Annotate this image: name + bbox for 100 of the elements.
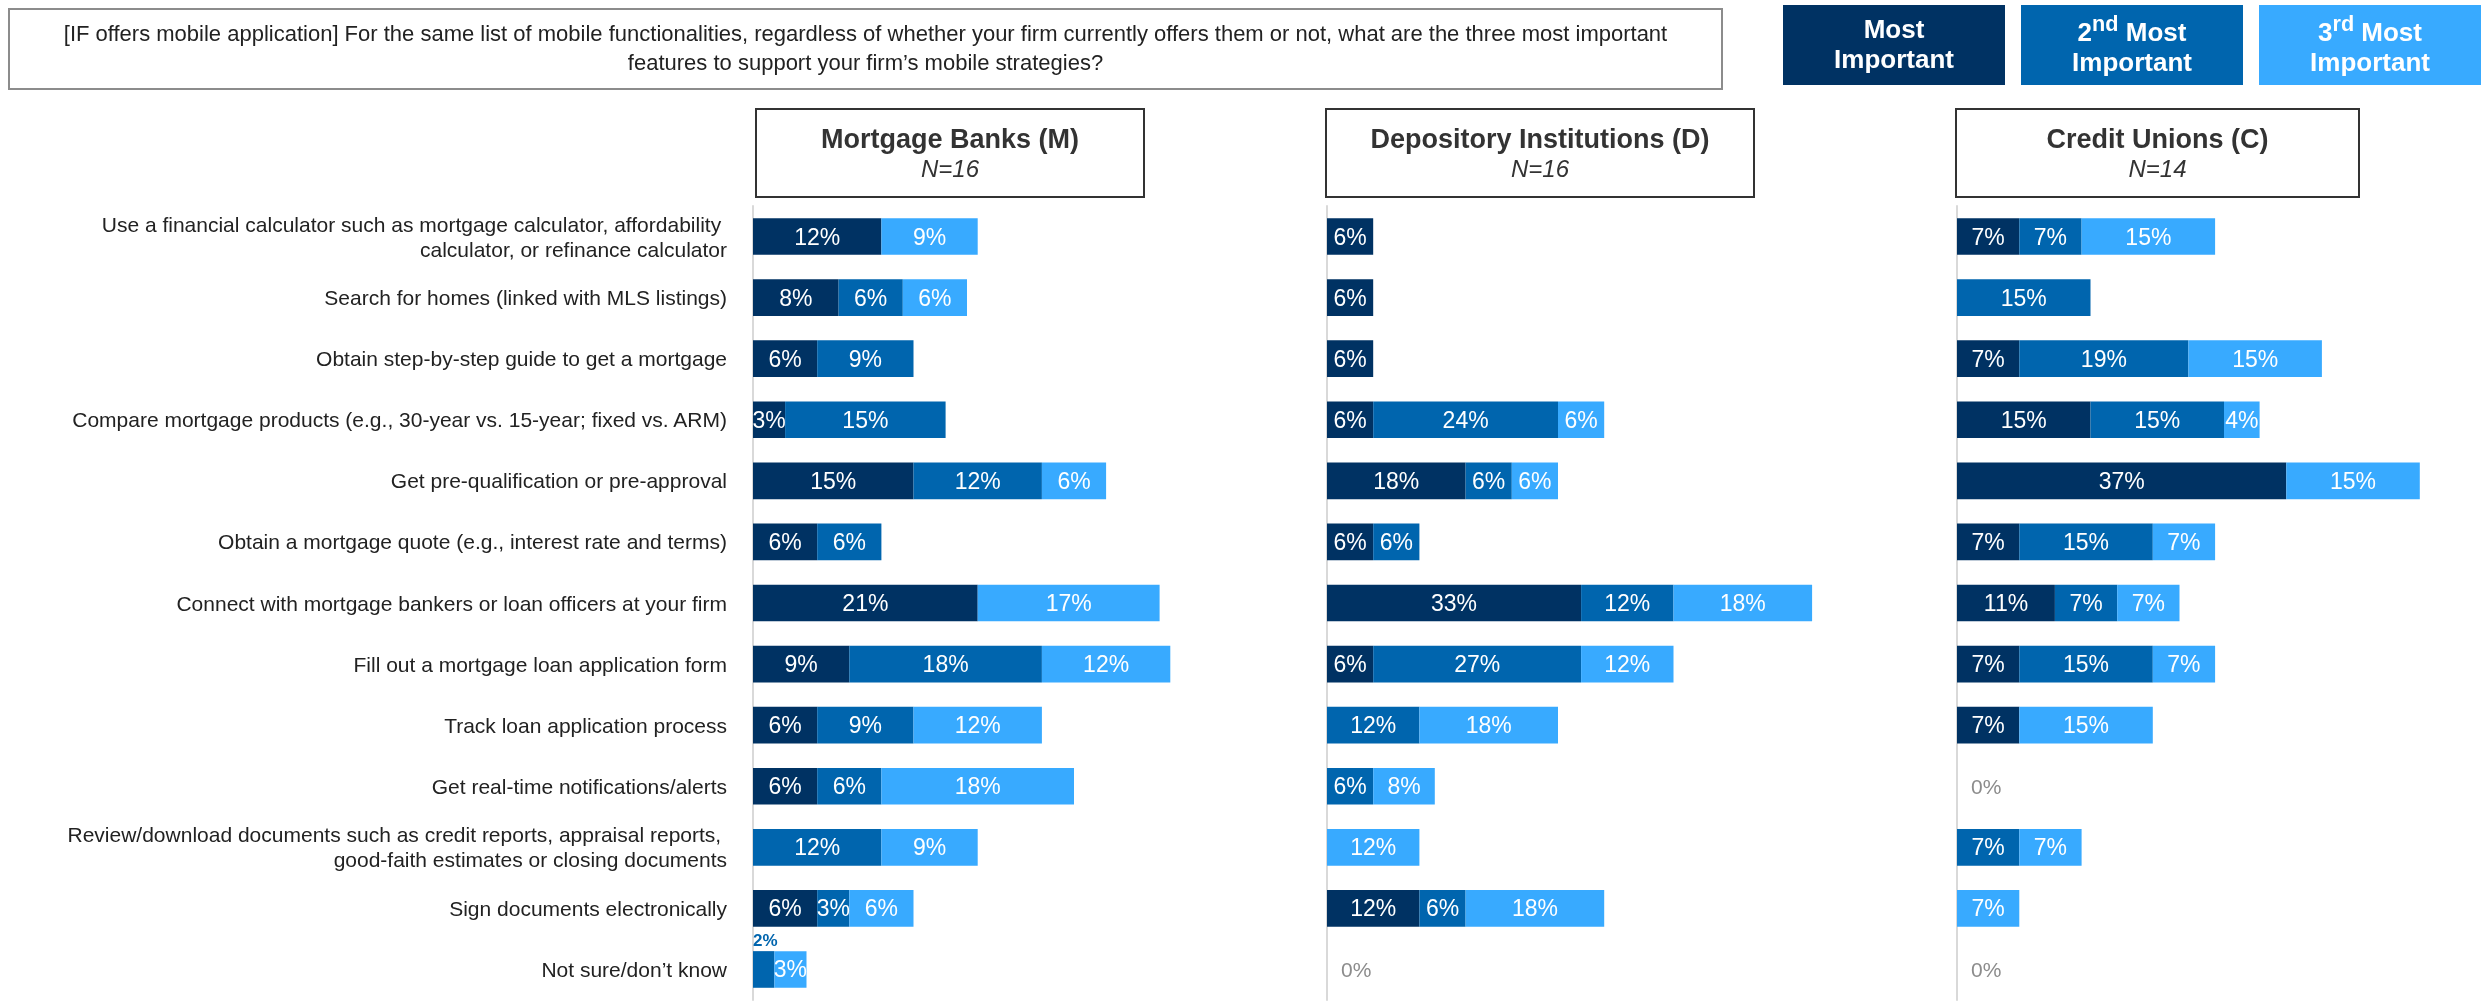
data-label: 6%	[854, 284, 888, 311]
data-label: 6%	[768, 895, 802, 922]
data-label: 12%	[954, 712, 1001, 739]
y-tick-label: Obtain a mortgage quote (e.g., interest rate and terms)	[218, 530, 727, 554]
bar	[2090, 401, 2224, 439]
data-label: 15%	[2232, 345, 2279, 372]
y-tick-label: Connect with mortgage bankers or loan officers at your firm	[176, 591, 727, 615]
data-label: 3%	[773, 956, 808, 983]
data-label: 6%	[1057, 467, 1091, 494]
bar	[753, 279, 839, 316]
data-label: 9%	[848, 345, 882, 372]
data-label: 6%	[1564, 406, 1598, 433]
bar	[1327, 890, 1420, 927]
data-label: 7%	[1971, 834, 2005, 861]
bar	[1373, 401, 1558, 439]
bar	[2019, 340, 2189, 378]
y-tick-label: Sign documents electronically	[449, 896, 728, 920]
bar	[753, 584, 978, 622]
data-label: 12%	[1083, 651, 1130, 678]
data-label: 4%	[2225, 406, 2259, 433]
data-label: 15%	[2134, 406, 2181, 433]
bar	[1419, 706, 1558, 744]
data-label: 9%	[912, 834, 947, 861]
text: 0%	[1971, 774, 2002, 798]
data-label: 6%	[1518, 467, 1552, 494]
data-label: 15%	[810, 467, 857, 494]
data-label: 21%	[842, 590, 889, 616]
bar	[2019, 523, 2153, 561]
data-label: 18%	[1511, 895, 1558, 922]
data-label: 7%	[1971, 345, 2005, 372]
data-label: 27%	[1454, 651, 1501, 678]
bar	[1327, 584, 1582, 622]
data-label: 6%	[1333, 345, 1367, 372]
data-label: 15%	[2000, 406, 2047, 433]
bar	[817, 340, 914, 378]
y-tick-label: Review/download documents such as credit reports, appraisal reports, good-faith estimates or closing documents	[67, 823, 727, 872]
data-label: 9%	[848, 712, 882, 739]
bar	[2286, 462, 2420, 500]
chart-title: Mortgage Banks (M)	[820, 123, 1080, 155]
data-label: 15%	[2000, 284, 2047, 311]
y-tick-label: Track loan application process	[444, 713, 727, 737]
text: 3$^{rd}$ Most Important	[2310, 11, 2430, 78]
data-label: 18%	[954, 773, 1001, 800]
data-label: 12%	[794, 834, 841, 861]
data-label: 8%	[779, 284, 813, 311]
bar	[1041, 645, 1171, 683]
y-tick-label: Use a financial calculator such as mortgage calculator, affordability calculator, or refinance calculator	[101, 212, 727, 261]
data-label: 15%	[2330, 467, 2377, 494]
data-label: 37%	[2098, 467, 2145, 494]
data-label: 6%	[864, 895, 899, 922]
y-tick-label: Search for homes (linked with MLS listings)	[324, 286, 727, 310]
chart-subtitle: N=16	[1510, 154, 1570, 183]
data-label: 6%	[768, 528, 802, 555]
data-label: 6%	[1472, 467, 1506, 494]
bar	[2019, 645, 2153, 683]
bar	[2019, 706, 2153, 744]
bar	[977, 584, 1160, 622]
bar	[753, 951, 775, 988]
data-label: 15%	[2063, 651, 2110, 678]
data-label: 6%	[918, 284, 952, 311]
bar	[753, 462, 914, 500]
bar	[1957, 279, 2091, 316]
bar	[1957, 462, 2287, 500]
data-label: 6%	[1333, 223, 1367, 250]
data-label: 3%	[816, 895, 850, 922]
data-label: 12%	[1604, 651, 1651, 678]
bar	[2019, 828, 2082, 866]
bar	[785, 401, 946, 439]
data-label: 18%	[1719, 590, 1766, 616]
data-label: 6%	[832, 773, 866, 800]
bar	[2188, 340, 2322, 378]
data-label: 7%	[1971, 528, 2005, 555]
bar	[1957, 401, 2091, 439]
data-label: 12%	[1604, 590, 1651, 616]
data-label: 15%	[2063, 712, 2110, 739]
data-label: 12%	[954, 467, 1001, 494]
data-label: 7%	[1971, 712, 2005, 739]
data-label: 18%	[1373, 467, 1420, 494]
bar	[2081, 218, 2216, 255]
data-label: 6%	[1425, 895, 1460, 922]
bar	[1957, 828, 2020, 866]
data-label: 8%	[1387, 773, 1421, 800]
data-label: 15%	[842, 406, 889, 433]
text: Most Important	[1834, 14, 1954, 75]
bar	[1465, 890, 1605, 927]
data-label: 12%	[1350, 895, 1397, 922]
data-label: 6%	[1379, 528, 1413, 555]
data-label: 7%	[2033, 834, 2068, 861]
data-label: 6%	[1333, 528, 1367, 555]
data-label: 18%	[1465, 712, 1512, 739]
data-label: 6%	[768, 773, 802, 800]
data-label: 17%	[1045, 590, 1092, 616]
data-label: 9%	[784, 651, 818, 678]
bar	[1957, 340, 2020, 378]
data-label: 12%	[1350, 712, 1397, 739]
y-tick-label: Get pre-qualification or pre-approval	[390, 469, 727, 493]
text: [IF offers mobile application] For the same list of mobile functionalities, regardless of whether your firm currently offers them or not, what are the three most important features to support your firm’s mobile strategies?	[8, 8, 1723, 90]
data-label: 33%	[1431, 590, 1478, 616]
text: 0%	[1971, 957, 2002, 981]
chart-subtitle: N=14	[2128, 154, 2187, 183]
